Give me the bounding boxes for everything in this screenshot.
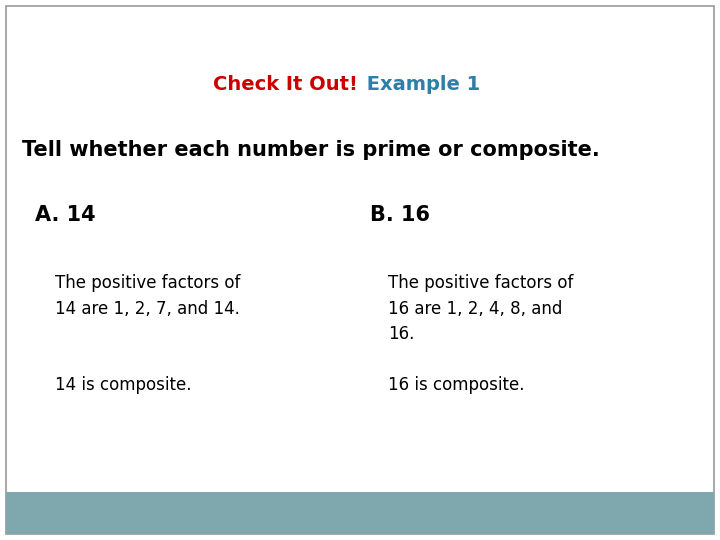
Text: Tell whether each number is prime or composite.: Tell whether each number is prime or com… [22, 140, 600, 160]
Text: A. 14: A. 14 [35, 205, 96, 225]
Bar [6, 492, 714, 534]
Text: B. 16: B. 16 [370, 205, 430, 225]
Text: Example 1: Example 1 [360, 76, 480, 94]
Text: 16 is composite.: 16 is composite. [388, 376, 524, 394]
Text: The positive factors of
16 are 1, 2, 4, 8, and
16.: The positive factors of 16 are 1, 2, 4, … [388, 274, 573, 343]
Text: 14 is composite.: 14 is composite. [55, 376, 192, 394]
Text: Check It Out!: Check It Out! [213, 76, 358, 94]
Text: The positive factors of
14 are 1, 2, 7, and 14.: The positive factors of 14 are 1, 2, 7, … [55, 274, 240, 318]
